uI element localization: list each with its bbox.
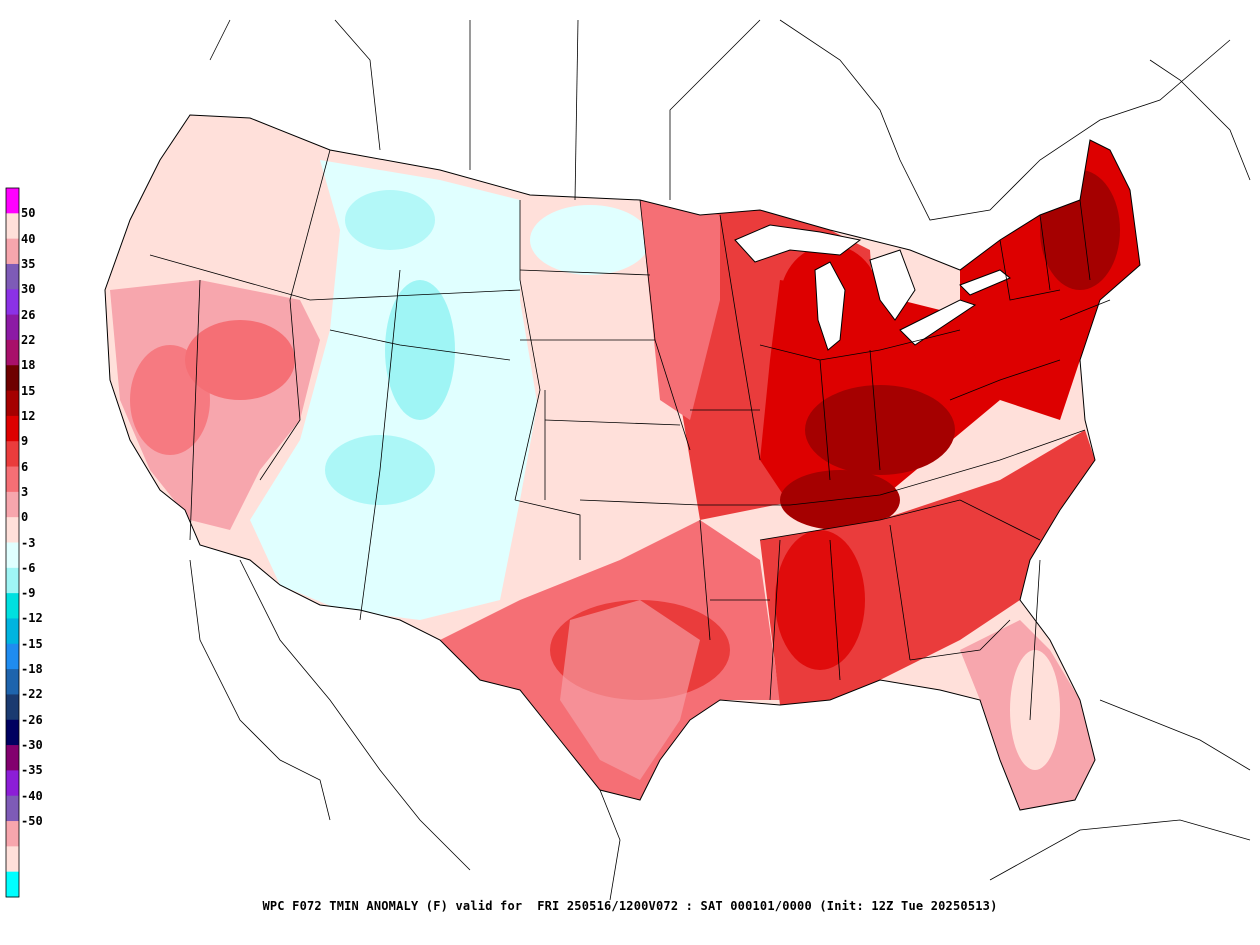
legend-swatch bbox=[6, 213, 19, 240]
legend-tick-label: 30 bbox=[21, 282, 36, 297]
legend-tick-label: 12 bbox=[21, 408, 36, 423]
map-caption: WPC F072 TMIN ANOMALY (F) valid for FRI … bbox=[0, 899, 1260, 913]
legend-swatch bbox=[6, 238, 19, 265]
legend-tick-label: 40 bbox=[21, 231, 36, 246]
region-deep-south-core bbox=[775, 530, 865, 670]
region-great-plains bbox=[520, 200, 690, 520]
legend-swatch bbox=[6, 188, 19, 214]
region-tennessee-core bbox=[780, 470, 900, 530]
legend-swatch bbox=[6, 517, 19, 543]
legend-tick-label: 6 bbox=[21, 459, 29, 474]
region-washington bbox=[150, 150, 310, 250]
caption-product: WPC F072 TMIN ANOMALY (F) valid for bbox=[262, 899, 523, 913]
legend-swatch bbox=[6, 365, 19, 392]
legend-swatch bbox=[6, 491, 19, 518]
lake-ontario bbox=[959, 269, 1011, 296]
legend-swatch bbox=[6, 795, 19, 822]
legend-tick-label: -35 bbox=[21, 763, 43, 778]
caption-init: (Init: 12Z Tue 20250513) bbox=[819, 899, 998, 913]
state-borders bbox=[149, 149, 1111, 701]
legend-swatch bbox=[6, 542, 19, 569]
region-kentucky-core bbox=[805, 385, 955, 475]
legend-swatch bbox=[6, 567, 19, 594]
legend-swatch bbox=[6, 415, 19, 442]
lake-superior bbox=[734, 224, 862, 263]
legend-swatch bbox=[6, 846, 19, 873]
legend-swatch bbox=[6, 669, 19, 695]
legend-swatch bbox=[6, 618, 19, 645]
legend-tick-label: -15 bbox=[21, 636, 43, 651]
region-wyoming-cold bbox=[385, 280, 455, 420]
legend-swatch bbox=[6, 770, 19, 797]
legend-swatch bbox=[6, 821, 19, 847]
legend-tick-label: -18 bbox=[21, 662, 43, 677]
legend-tick-label: -12 bbox=[21, 611, 43, 626]
legend-swatch bbox=[6, 441, 19, 468]
legend-frame bbox=[5, 187, 20, 898]
legend-swatch bbox=[6, 593, 19, 619]
legend-tick-label: -40 bbox=[21, 788, 43, 803]
legend-tick-label: 0 bbox=[21, 510, 29, 525]
legend-tick-label: 26 bbox=[21, 307, 36, 322]
legend-tick-label: -22 bbox=[21, 687, 43, 702]
legend-tick-label: -6 bbox=[21, 560, 36, 575]
legend-swatch bbox=[6, 466, 19, 493]
legend-swatch bbox=[6, 694, 19, 721]
legend-tick-label: 3 bbox=[21, 484, 29, 499]
region-montana-cold bbox=[345, 190, 435, 250]
legend-swatch bbox=[6, 289, 19, 316]
anomaly-fill bbox=[110, 140, 1140, 810]
legend-color-bar bbox=[5, 187, 20, 898]
region-upper-midwest-pink bbox=[640, 200, 720, 420]
caption-valid: FRI 250516/1200V072 : SAT 000101/0000 bbox=[537, 899, 812, 913]
region-new-england-core bbox=[1040, 170, 1120, 290]
region-socal bbox=[130, 345, 210, 455]
conus-outline bbox=[104, 114, 1141, 811]
legend-tick-label: -26 bbox=[21, 712, 43, 727]
legend-tick-label: 50 bbox=[21, 206, 36, 221]
neighbor-outlines bbox=[189, 19, 1251, 901]
legend-tick-label: 35 bbox=[21, 256, 36, 271]
lake-michigan bbox=[814, 261, 846, 351]
legend-swatch bbox=[6, 871, 19, 898]
legend-swatch bbox=[6, 263, 19, 290]
legend-swatch bbox=[6, 719, 19, 746]
legend-tick-label: -9 bbox=[21, 586, 36, 601]
legend-swatch bbox=[6, 745, 19, 771]
legend-tick-label: 18 bbox=[21, 358, 36, 373]
legend-tick-label: 22 bbox=[21, 332, 36, 347]
legend-swatch bbox=[6, 339, 19, 366]
lake-huron bbox=[869, 249, 916, 321]
legend-swatch bbox=[6, 643, 19, 670]
legend-swatch bbox=[6, 314, 19, 341]
legend-tick-label: 15 bbox=[21, 383, 36, 398]
legend-tick-label: 9 bbox=[21, 434, 29, 449]
region-florida-core bbox=[1010, 650, 1060, 770]
region-texas-coast bbox=[560, 600, 700, 780]
lake-erie bbox=[899, 299, 977, 346]
region-dakotas-cool bbox=[530, 205, 650, 275]
region-nevada-core bbox=[185, 320, 295, 400]
legend-swatch bbox=[6, 390, 19, 417]
legend-tick-label: -3 bbox=[21, 535, 36, 550]
legend-tick-label: -30 bbox=[21, 738, 43, 753]
legend-tick-label: -50 bbox=[21, 814, 43, 829]
